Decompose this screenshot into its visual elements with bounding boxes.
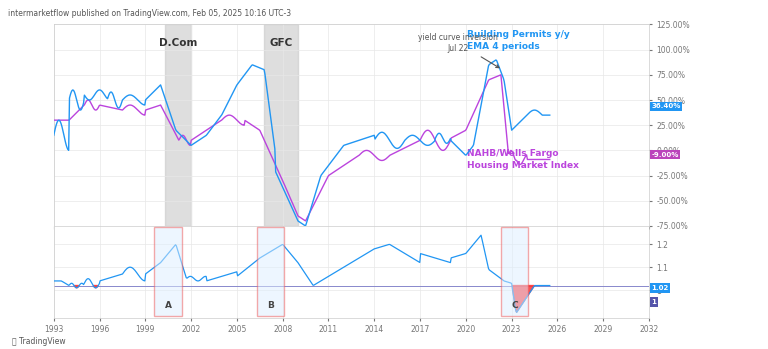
Text: ⧉ TradingView: ⧉ TradingView — [12, 336, 65, 346]
Text: yield curve inversion
Jul 22: yield curve inversion Jul 22 — [419, 33, 499, 68]
Text: B: B — [267, 300, 274, 310]
Text: A: A — [164, 300, 172, 310]
Text: NAHB/Wells Fargo
Housing Market Index: NAHB/Wells Fargo Housing Market Index — [468, 149, 579, 170]
FancyBboxPatch shape — [154, 227, 182, 317]
Text: -9.00%: -9.00% — [651, 151, 679, 158]
Bar — [264, 24, 298, 226]
Text: GFC: GFC — [270, 38, 293, 47]
Text: 1.02: 1.02 — [651, 285, 668, 291]
Text: 1: 1 — [651, 299, 656, 305]
Text: C: C — [511, 300, 518, 310]
Bar — [165, 24, 191, 226]
FancyBboxPatch shape — [501, 227, 528, 317]
Text: D.Com: D.Com — [159, 38, 197, 47]
Text: 36.40%: 36.40% — [651, 103, 680, 110]
FancyBboxPatch shape — [257, 227, 284, 317]
Text: intermarketflow published on TradingView.com, Feb 05, 2025 10:16 UTC-3: intermarketflow published on TradingView… — [8, 9, 291, 18]
Text: Building Permits y/y
EMA 4 periods: Building Permits y/y EMA 4 periods — [468, 30, 570, 51]
